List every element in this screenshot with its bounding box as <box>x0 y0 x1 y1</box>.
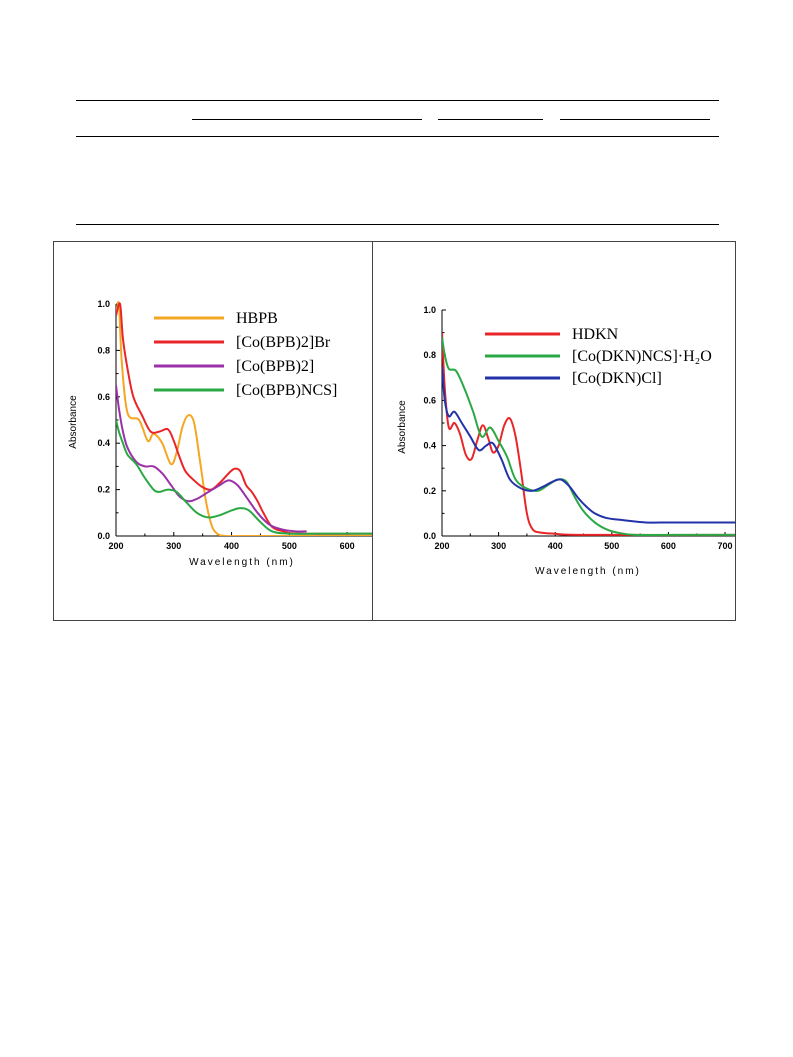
right-y-tick-label: 0.4 <box>423 441 436 451</box>
right-axes <box>441 310 735 537</box>
right-legend-label-0: HDKN <box>572 326 619 343</box>
right-y-axis-title: Absorbance <box>397 400 408 454</box>
right-legend: HDKN [Co(DKN)NCS]·H₂O [Co(DKN)Cl] <box>485 326 712 387</box>
table-top-rule <box>76 100 719 101</box>
panel-divider <box>372 241 373 621</box>
left-y-tick-label: 1.0 <box>97 299 110 309</box>
left-y-axis-title: Absorbance <box>68 395 79 449</box>
left-legend-label-1: [Co(BPB)2]Br <box>236 334 331 351</box>
left-y-tick-label: 0.6 <box>97 392 110 402</box>
right-x-tick-label: 700 <box>718 541 733 551</box>
chart-right: 0.0 0.2 0.4 0.6 0.8 1.0 200 300 400 500 600 700 HDK… <box>397 305 735 577</box>
table-bottom-rule <box>76 224 719 225</box>
chart-left: 0.0 0.2 0.4 0.6 0.8 1.0 200 300 400 500 600 HBPB [C… <box>68 299 372 568</box>
left-y-tick-label: 0.4 <box>97 438 110 448</box>
right-y-tick-label: 1.0 <box>423 305 436 315</box>
right-x-tick-label: 500 <box>604 541 619 551</box>
right-x-tick-label: 300 <box>491 541 506 551</box>
right-series-line-2 <box>442 366 735 524</box>
left-x-axis-title: Wavelength (nm) <box>189 557 295 568</box>
right-x-tick-label: 200 <box>434 541 449 551</box>
right-series <box>442 332 735 536</box>
left-ticks: 0.0 0.2 0.4 0.6 0.8 1.0 200 300 400 500 600 <box>97 299 355 551</box>
left-y-tick-label: 0.2 <box>97 485 110 495</box>
left-y-tick-label: 0.8 <box>97 345 110 355</box>
right-legend-label-1: [Co(DKN)NCS]·H₂O <box>572 348 712 365</box>
left-series-line-0 <box>116 301 372 536</box>
right-x-axis-title: Wavelength (nm) <box>535 566 641 577</box>
table-header-bottom-rule <box>76 136 719 137</box>
right-y-tick-label: 0.6 <box>423 395 436 405</box>
left-x-tick-label: 200 <box>108 541 123 551</box>
table-header-subrule-1 <box>192 119 422 120</box>
right-y-tick-label: 0.8 <box>423 350 436 360</box>
left-x-tick-label: 300 <box>166 541 181 551</box>
left-series-line-3 <box>116 419 372 535</box>
table-header-subrule-2 <box>438 119 543 120</box>
right-legend-label-2: [Co(DKN)Cl] <box>572 370 662 387</box>
right-series-line-1 <box>442 336 735 536</box>
left-y-tick-label: 0.0 <box>97 531 110 541</box>
left-x-tick-label: 400 <box>224 541 239 551</box>
right-y-tick-label: 0.2 <box>423 486 436 496</box>
left-x-tick-label: 500 <box>282 541 297 551</box>
left-legend: HBPB [Co(BPB)2]Br [Co(BPB)2] [Co(BPB)NCS] <box>154 310 337 399</box>
left-x-tick-label: 600 <box>340 541 355 551</box>
left-series-line-2 <box>116 385 307 533</box>
right-x-tick-label: 400 <box>548 541 563 551</box>
figure-frame <box>53 241 736 621</box>
left-legend-label-0: HBPB <box>236 310 278 327</box>
right-x-tick-label: 600 <box>661 541 676 551</box>
right-y-tick-label: 0.0 <box>423 531 436 541</box>
left-legend-label-3: [Co(BPB)NCS] <box>236 382 337 399</box>
table-header-subrule-3 <box>560 119 710 120</box>
left-legend-label-2: [Co(BPB)2] <box>236 358 314 375</box>
right-series-line-0 <box>442 332 735 536</box>
left-series <box>116 301 372 536</box>
right-ticks: 0.0 0.2 0.4 0.6 0.8 1.0 200 300 400 500 600 700 <box>423 305 732 551</box>
left-series-line-1 <box>116 302 372 535</box>
